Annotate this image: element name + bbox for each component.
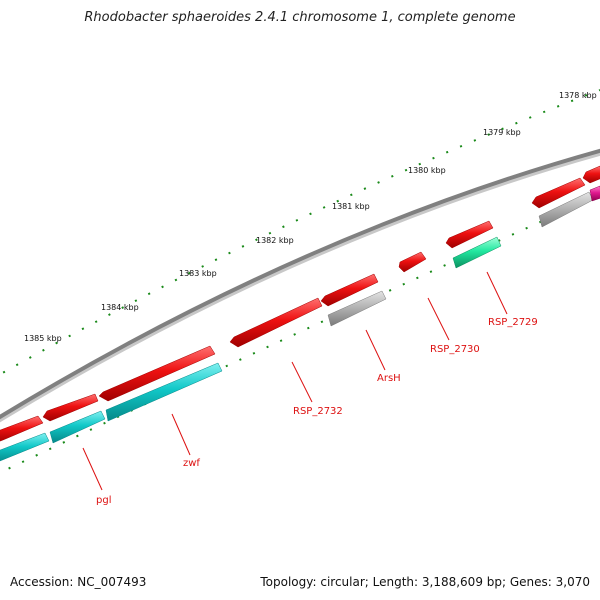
leader-line	[291, 361, 313, 403]
gene-arrow	[49, 410, 106, 444]
gene-arrow	[531, 177, 586, 209]
gene-arrow	[0, 432, 50, 462]
leader-line	[486, 271, 508, 315]
leader-line	[82, 447, 103, 491]
tick-label: 1380 kbp	[408, 166, 446, 175]
gene-label-pgl: pgl	[96, 495, 111, 506]
gene-label-rsp2732: RSP_2732	[293, 406, 343, 417]
genome-summary-text: Topology: circular; Length: 3,188,609 bp…	[260, 575, 590, 589]
tick-label: 1379 kbp	[483, 128, 521, 137]
leader-line	[365, 329, 386, 371]
gene-label-arsh: ArsH	[377, 373, 401, 384]
leader-line	[427, 297, 450, 341]
gene-arrow	[589, 185, 600, 202]
tick-label: 1385 kbp	[24, 334, 62, 343]
gene-label-zwf: zwf	[183, 458, 200, 469]
gene-arrow	[42, 393, 99, 422]
tick-label: 1382 kbp	[256, 236, 294, 245]
gene-arrow	[327, 290, 387, 327]
tick-label: 1381 kbp	[332, 202, 370, 211]
backbone	[0, 148, 600, 420]
inner-ruler	[0, 194, 600, 474]
gene-label-rsp2729: RSP_2729	[488, 317, 538, 328]
gene-arrow	[582, 165, 600, 184]
tick-label: 1378 kbp	[559, 91, 597, 100]
tick-label: 1383 kbp	[179, 269, 217, 278]
gene-arrow-zwf	[98, 345, 216, 402]
gene-label-rsp2730: RSP_2730	[430, 344, 480, 355]
leader-line	[171, 413, 191, 456]
gene-arrow-rsp2732	[229, 297, 323, 348]
gene-arrow	[105, 362, 223, 422]
map-title: Rhodobacter sphaeroides 2.4.1 chromosome…	[84, 10, 516, 25]
gene-arrow-rsp2730	[398, 251, 427, 273]
backbone-shadow	[0, 149, 600, 423]
gene-arrow	[0, 415, 44, 442]
accession-text: Accession: NC_007493	[10, 575, 147, 589]
tick-label: 1384 kbp	[101, 303, 139, 312]
gene-arrow	[452, 236, 502, 269]
gene-arrow-rsp2729	[445, 220, 494, 249]
gene-arrow-arsh	[320, 273, 379, 307]
outer-ruler	[0, 89, 600, 376]
